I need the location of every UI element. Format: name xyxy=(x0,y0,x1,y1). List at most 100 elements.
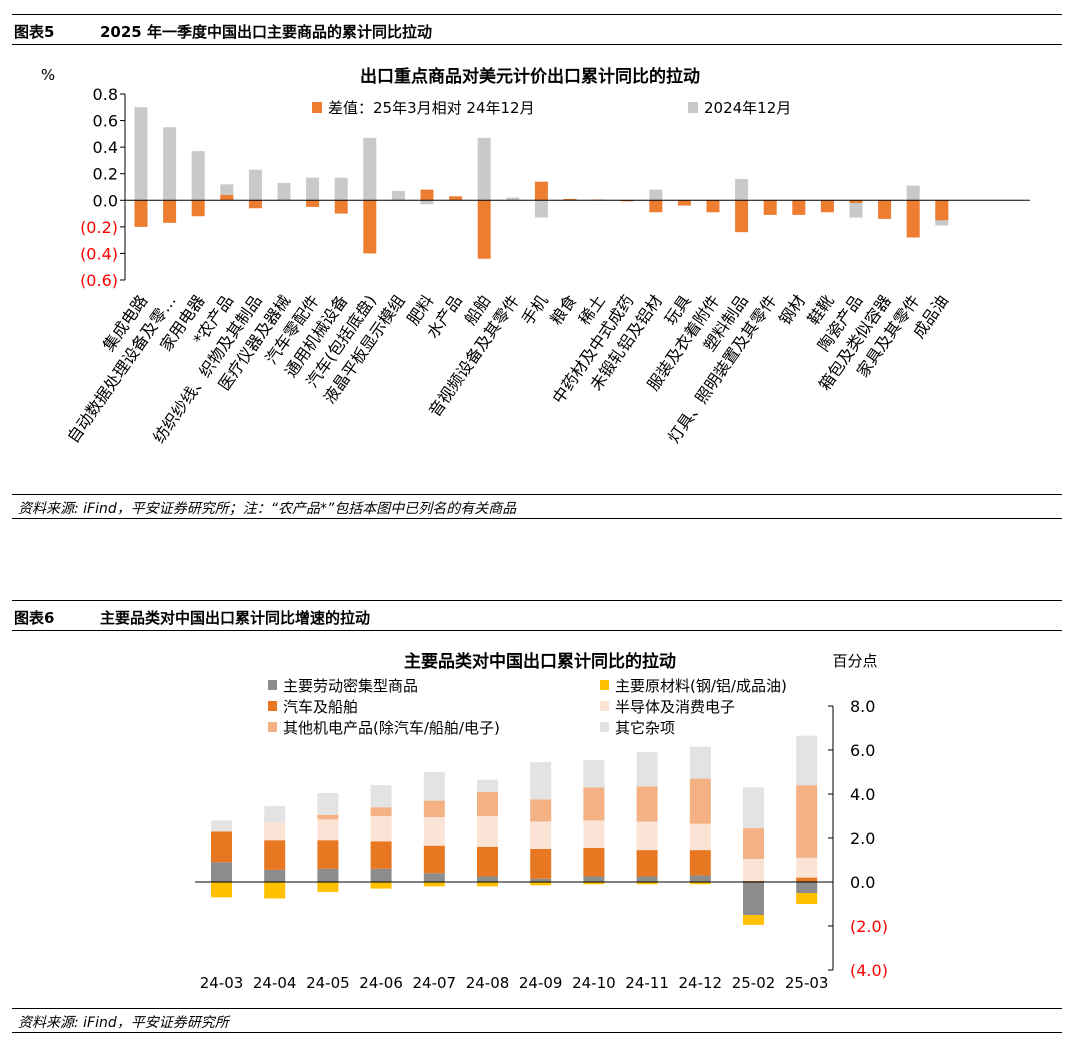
stacked-bar-segment xyxy=(583,787,605,821)
figure-6-heading: 主要品类对中国出口累计同比增速的拉动 xyxy=(100,609,371,627)
bar-2024-12 xyxy=(334,177,348,201)
bar-difference xyxy=(420,189,434,201)
stacked-bar-segment xyxy=(264,882,286,899)
x-tick-label: 25-03 xyxy=(785,974,829,992)
figure-6-top-rule xyxy=(12,600,1062,601)
legend-swatch xyxy=(268,680,277,690)
bar-2024-12 xyxy=(420,200,434,205)
bar-difference xyxy=(306,200,320,207)
bar-2024-12 xyxy=(391,190,405,201)
stacked-bar-segment xyxy=(689,882,711,885)
stacked-bar-segment xyxy=(317,819,339,841)
stacked-bar-segment xyxy=(264,869,286,882)
y-axis-unit: 百分点 xyxy=(832,652,877,670)
figure-6-source: 资料来源: iFind，平安证券研究所 xyxy=(18,1015,229,1031)
y-tick-label: 0.2 xyxy=(93,165,118,184)
stacked-bar-segment xyxy=(530,762,552,800)
stacked-bar-segment xyxy=(530,882,552,886)
stacked-bar-segment xyxy=(583,759,605,788)
stacked-bar-segment xyxy=(211,831,232,863)
legend-label: 2024年12月 xyxy=(704,99,791,117)
stacked-bar-segment xyxy=(743,880,764,882)
x-tick-label: 24-06 xyxy=(359,974,403,992)
stacked-bar-segment xyxy=(423,882,445,887)
bar-2024-12 xyxy=(849,200,863,218)
legend-swatch xyxy=(268,701,277,711)
x-tick-label: 24-04 xyxy=(253,974,297,992)
stacked-bar-segment xyxy=(423,873,445,882)
legend-swatch xyxy=(600,680,609,690)
bar-2024-12 xyxy=(534,200,548,218)
stacked-bar-segment xyxy=(370,816,392,842)
stacked-bar-segment xyxy=(796,893,818,904)
legend-swatch xyxy=(600,722,609,732)
bar-2024-12 xyxy=(191,151,205,201)
y-tick-label: (0.6) xyxy=(80,271,118,290)
y-tick-label: (0.2) xyxy=(80,218,118,237)
y-axis-unit: % xyxy=(41,66,55,84)
figure-6-number: 图表6 xyxy=(14,609,55,627)
bar-2024-12 xyxy=(649,189,663,201)
legend-label: 主要原材料(钢/铝/成品油) xyxy=(615,677,787,695)
export-goods-pull-chart: 出口重点商品对美元计价出口累计同比的拉动% 差值：25年3月相对 24年12月 20… xyxy=(41,66,1030,446)
bar-difference xyxy=(763,200,777,215)
stacked-bar-segment xyxy=(370,785,392,808)
x-tick-label: 24-12 xyxy=(679,974,723,992)
legend-swatch xyxy=(688,102,698,113)
bar-2024-12 xyxy=(306,177,320,201)
bar-difference xyxy=(563,198,577,201)
legend-label: 主要劳动密集型商品 xyxy=(283,677,418,695)
bar-difference xyxy=(906,200,920,238)
stacked-bar-segment xyxy=(317,840,339,869)
stacked-bar-segment xyxy=(796,857,818,878)
legend-label: 半导体及消费电子 xyxy=(615,698,735,716)
bar-difference xyxy=(248,200,262,209)
stacked-bar-segment xyxy=(689,850,711,876)
stacked-bar-segment xyxy=(530,878,552,882)
stacked-bar-segment xyxy=(530,821,552,849)
y-tick-label: 0.0 xyxy=(850,873,875,892)
stacked-bar-segment xyxy=(370,882,392,889)
stacked-bar-segment xyxy=(689,778,711,824)
x-tick-label: 24-09 xyxy=(519,974,563,992)
stacked-bar-segment xyxy=(264,840,286,870)
bar-2024-12 xyxy=(477,137,491,201)
figure-6-bottom-rule xyxy=(12,1032,1062,1033)
figure-5-source-rule xyxy=(12,494,1062,495)
bar-2024-12 xyxy=(248,169,262,201)
y-tick-label: 8.0 xyxy=(850,697,875,716)
stacked-bar-segment xyxy=(530,799,552,822)
bar-difference xyxy=(677,200,691,206)
bar-difference xyxy=(449,196,463,201)
figure-6-title-rule xyxy=(12,630,1062,631)
bar-difference xyxy=(363,200,377,254)
x-tick-label: 粮食 xyxy=(546,291,580,328)
legend-label: 汽车及船舶 xyxy=(283,698,358,716)
figure-6-source-rule xyxy=(12,1008,1062,1009)
legend-label: 差值：25年3月相对 24年12月 xyxy=(328,99,535,117)
x-tick-label: 24-11 xyxy=(625,974,669,992)
stacked-bar-segment xyxy=(211,862,232,882)
stacked-bar-segment xyxy=(477,882,498,887)
stacked-bar-segment xyxy=(317,868,339,882)
bar-difference xyxy=(735,200,749,233)
bar-2024-12 xyxy=(506,197,520,201)
stacked-bar-segment xyxy=(583,882,605,885)
stacked-bar-segment xyxy=(796,882,818,893)
y-tick-label: 6.0 xyxy=(850,741,875,760)
figure-5-source: 资料来源: iFind，平安证券研究所；注：“农产品*”包括本图中已列名的有关商… xyxy=(18,501,517,517)
stacked-bar-segment xyxy=(743,858,764,881)
bar-difference xyxy=(878,200,892,219)
stacked-bar-segment xyxy=(636,876,658,882)
stacked-bar-segment xyxy=(370,807,392,816)
legend-swatch xyxy=(312,102,322,113)
bar-2024-12 xyxy=(735,179,749,201)
stacked-bar-segment xyxy=(530,849,552,879)
figure-5-title-rule xyxy=(12,44,1062,45)
bar-difference xyxy=(649,200,663,213)
stacked-bar-segment xyxy=(317,792,339,815)
x-tick-label: 24-07 xyxy=(413,974,457,992)
x-tick-label: 手机 xyxy=(518,291,552,328)
stacked-bar-segment xyxy=(317,814,339,820)
